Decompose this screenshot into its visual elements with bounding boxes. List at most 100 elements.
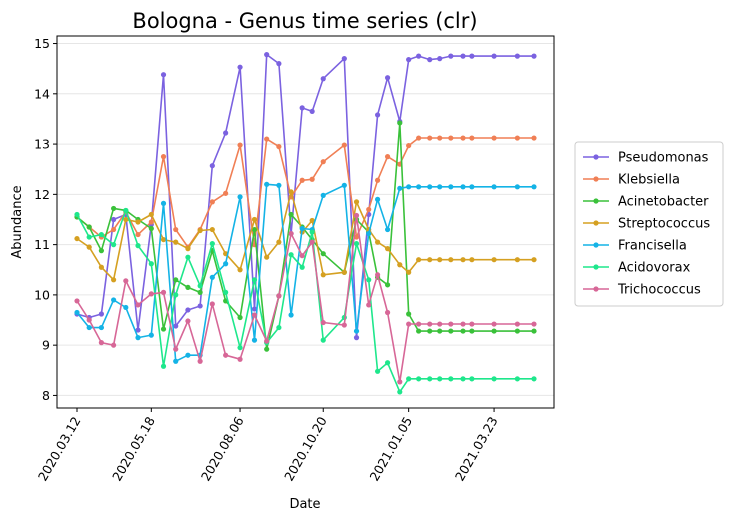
- data-point: [491, 257, 497, 263]
- data-point: [460, 321, 466, 327]
- data-point: [86, 324, 92, 331]
- data-point: [299, 264, 305, 270]
- data-point: [353, 199, 360, 205]
- data-point: [86, 234, 92, 240]
- data-point: [406, 269, 412, 275]
- data-point: [374, 177, 381, 183]
- data-point: [237, 142, 243, 148]
- data-point: [264, 338, 270, 344]
- data-point: [209, 163, 215, 169]
- data-point: [160, 326, 167, 332]
- data-point: [366, 230, 372, 237]
- data-point: [514, 135, 520, 141]
- data-point: [384, 154, 391, 160]
- data-point: [384, 75, 391, 81]
- data-point: [309, 176, 315, 182]
- data-point: [276, 61, 282, 67]
- data-point: [148, 225, 154, 232]
- legend-swatch-marker: [593, 198, 599, 204]
- data-point: [460, 53, 466, 59]
- series-acinetobacter: [74, 120, 537, 352]
- data-point: [437, 184, 443, 190]
- data-point: [251, 277, 258, 283]
- data-point: [384, 246, 391, 252]
- legend-label: Pseudomonas: [618, 151, 709, 166]
- data-point: [531, 53, 537, 59]
- data-point: [148, 261, 154, 267]
- data-point: [416, 376, 422, 382]
- data-point: [111, 242, 117, 248]
- data-point: [448, 328, 454, 334]
- data-point: [427, 257, 433, 263]
- data-point: [384, 282, 391, 288]
- data-point: [460, 328, 466, 334]
- data-point: [374, 368, 381, 374]
- legend-swatch-marker: [593, 264, 599, 270]
- data-point: [341, 142, 347, 148]
- data-point: [209, 301, 215, 307]
- x-tick-label: 2020.05.18: [109, 414, 158, 484]
- data-point: [185, 246, 191, 252]
- y-tick-label: 14: [34, 86, 50, 101]
- x-tick-label: 2021.03.23: [452, 414, 501, 483]
- data-point: [237, 194, 243, 200]
- data-point: [427, 57, 433, 63]
- data-point: [288, 312, 294, 318]
- data-point: [111, 277, 117, 283]
- data-point: [353, 328, 360, 334]
- data-point: [416, 184, 422, 190]
- data-point: [320, 159, 326, 165]
- data-point: [111, 216, 117, 223]
- data-point: [173, 358, 179, 364]
- data-point: [160, 236, 167, 243]
- y-axis: 8 9 10 11 12 13 14 15: [34, 36, 57, 403]
- series-line: [76, 214, 534, 383]
- data-point: [123, 278, 129, 284]
- data-point: [427, 328, 433, 334]
- data-point: [237, 314, 243, 321]
- data-point: [320, 319, 326, 326]
- series-pseudomonas: [74, 52, 537, 341]
- data-point: [406, 376, 412, 382]
- data-point: [173, 239, 179, 245]
- legend-swatch-marker: [593, 242, 599, 248]
- data-point: [437, 376, 443, 382]
- data-point: [148, 291, 154, 297]
- data-point: [531, 184, 537, 190]
- data-point: [111, 342, 117, 348]
- data-point: [366, 277, 372, 283]
- data-point: [514, 53, 520, 59]
- data-point: [288, 252, 294, 258]
- data-point: [209, 274, 215, 280]
- data-point: [406, 321, 412, 327]
- data-point: [469, 321, 475, 327]
- data-point: [437, 56, 443, 62]
- series-streptococcus: [74, 189, 537, 283]
- data-point: [531, 135, 537, 141]
- data-point: [416, 321, 422, 327]
- data-point: [173, 226, 179, 233]
- data-point: [514, 376, 520, 382]
- y-tick-label: 12: [34, 187, 50, 202]
- data-point: [185, 352, 191, 358]
- data-point: [160, 289, 167, 295]
- data-point: [531, 257, 537, 263]
- data-point: [185, 318, 191, 324]
- x-axis-label: Date: [289, 497, 320, 512]
- data-point: [237, 356, 243, 362]
- data-point: [148, 219, 154, 225]
- data-point: [341, 182, 347, 188]
- data-point: [448, 321, 454, 327]
- legend-label: Acinetobacter: [618, 195, 709, 210]
- data-point: [98, 248, 105, 254]
- data-point: [437, 321, 443, 327]
- data-point: [374, 196, 381, 202]
- data-point: [123, 216, 129, 223]
- data-point: [74, 211, 80, 218]
- data-point: [469, 376, 475, 382]
- series-francisella: [74, 181, 537, 364]
- data-point: [209, 241, 215, 247]
- data-point: [384, 360, 391, 366]
- legend-label: Acidovorax: [618, 261, 691, 276]
